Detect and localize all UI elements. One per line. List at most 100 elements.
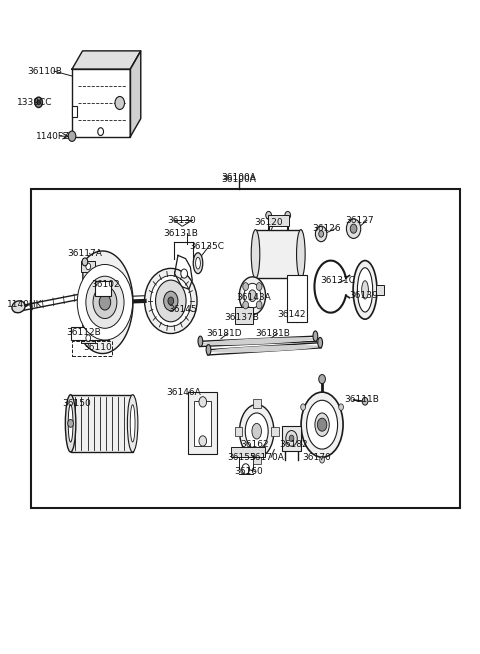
Text: 36146A: 36146A — [166, 388, 201, 396]
Ellipse shape — [362, 281, 368, 299]
Bar — [194, 401, 211, 446]
Ellipse shape — [249, 290, 256, 301]
Text: 36137B: 36137B — [224, 313, 259, 322]
Circle shape — [317, 418, 327, 431]
Circle shape — [285, 211, 290, 219]
Text: 36182: 36182 — [279, 439, 308, 449]
Text: 36150: 36150 — [62, 399, 91, 407]
Ellipse shape — [252, 423, 262, 439]
Ellipse shape — [144, 268, 197, 334]
Bar — [282, 426, 301, 451]
Circle shape — [243, 283, 249, 290]
Circle shape — [266, 211, 272, 219]
Circle shape — [68, 419, 73, 427]
Text: 1140FZ: 1140FZ — [36, 131, 70, 141]
Circle shape — [243, 301, 249, 309]
Text: 36131B: 36131B — [164, 229, 199, 237]
Text: 36145: 36145 — [168, 305, 197, 314]
Bar — [287, 275, 307, 322]
Polygon shape — [130, 51, 141, 137]
Bar — [81, 261, 96, 271]
Bar — [72, 341, 112, 356]
Circle shape — [86, 276, 124, 328]
Circle shape — [347, 219, 361, 239]
Ellipse shape — [297, 230, 305, 279]
Circle shape — [98, 128, 104, 135]
Circle shape — [77, 264, 132, 340]
Text: 36110B: 36110B — [28, 67, 62, 76]
Bar — [271, 426, 279, 436]
Ellipse shape — [245, 413, 268, 449]
Bar — [31, 189, 459, 508]
Circle shape — [86, 263, 91, 269]
Circle shape — [82, 258, 88, 266]
Bar — [268, 215, 288, 226]
Ellipse shape — [240, 277, 265, 315]
Ellipse shape — [206, 345, 211, 355]
Circle shape — [35, 97, 42, 107]
Circle shape — [199, 436, 206, 446]
Circle shape — [289, 435, 294, 441]
Text: 36112B: 36112B — [66, 328, 101, 337]
Text: 1140HK: 1140HK — [7, 300, 43, 309]
Circle shape — [350, 224, 357, 233]
Circle shape — [339, 404, 344, 410]
Bar — [96, 281, 111, 296]
Ellipse shape — [151, 275, 191, 326]
Text: 36100A: 36100A — [221, 175, 256, 184]
Text: 36120: 36120 — [254, 218, 283, 228]
Circle shape — [181, 269, 188, 278]
Ellipse shape — [251, 230, 260, 279]
Bar — [375, 284, 384, 295]
Ellipse shape — [193, 252, 203, 273]
Ellipse shape — [68, 405, 73, 442]
Text: 36170A: 36170A — [249, 453, 284, 462]
Circle shape — [115, 97, 124, 109]
Bar — [72, 107, 77, 116]
Circle shape — [199, 397, 206, 407]
Text: 36111B: 36111B — [344, 396, 379, 404]
Polygon shape — [72, 51, 141, 69]
Text: 1339CC: 1339CC — [17, 98, 52, 107]
Text: 36181D: 36181D — [206, 329, 242, 338]
Text: 36181B: 36181B — [255, 329, 290, 338]
Text: 36100A: 36100A — [221, 173, 256, 182]
Bar — [255, 230, 301, 279]
Text: 36139: 36139 — [349, 290, 378, 300]
Circle shape — [156, 280, 186, 322]
Text: 36135C: 36135C — [189, 242, 224, 250]
Circle shape — [68, 131, 76, 141]
Bar — [72, 69, 130, 137]
Text: 36102: 36102 — [91, 279, 120, 288]
Circle shape — [256, 283, 262, 290]
Ellipse shape — [307, 400, 337, 449]
Ellipse shape — [65, 395, 76, 452]
Ellipse shape — [315, 413, 329, 436]
Ellipse shape — [244, 283, 261, 308]
Ellipse shape — [130, 405, 135, 442]
Ellipse shape — [209, 345, 320, 353]
Ellipse shape — [240, 404, 274, 458]
Text: 36143A: 36143A — [237, 293, 271, 302]
Ellipse shape — [313, 331, 318, 341]
Circle shape — [315, 226, 327, 242]
Circle shape — [256, 301, 262, 309]
Circle shape — [168, 297, 174, 305]
Circle shape — [99, 294, 111, 310]
Bar — [71, 395, 132, 452]
Ellipse shape — [12, 301, 25, 313]
Bar — [71, 327, 109, 340]
Text: 36160: 36160 — [234, 467, 263, 476]
Circle shape — [319, 375, 325, 384]
Circle shape — [242, 464, 250, 474]
Ellipse shape — [353, 260, 377, 319]
Circle shape — [319, 231, 324, 237]
Ellipse shape — [301, 392, 343, 457]
Circle shape — [320, 456, 324, 463]
Text: 36131C: 36131C — [320, 275, 355, 284]
Text: 36155: 36155 — [228, 453, 256, 462]
Text: 36126: 36126 — [312, 224, 341, 233]
Text: 36110: 36110 — [84, 343, 112, 353]
Ellipse shape — [127, 395, 138, 452]
Ellipse shape — [318, 337, 323, 348]
